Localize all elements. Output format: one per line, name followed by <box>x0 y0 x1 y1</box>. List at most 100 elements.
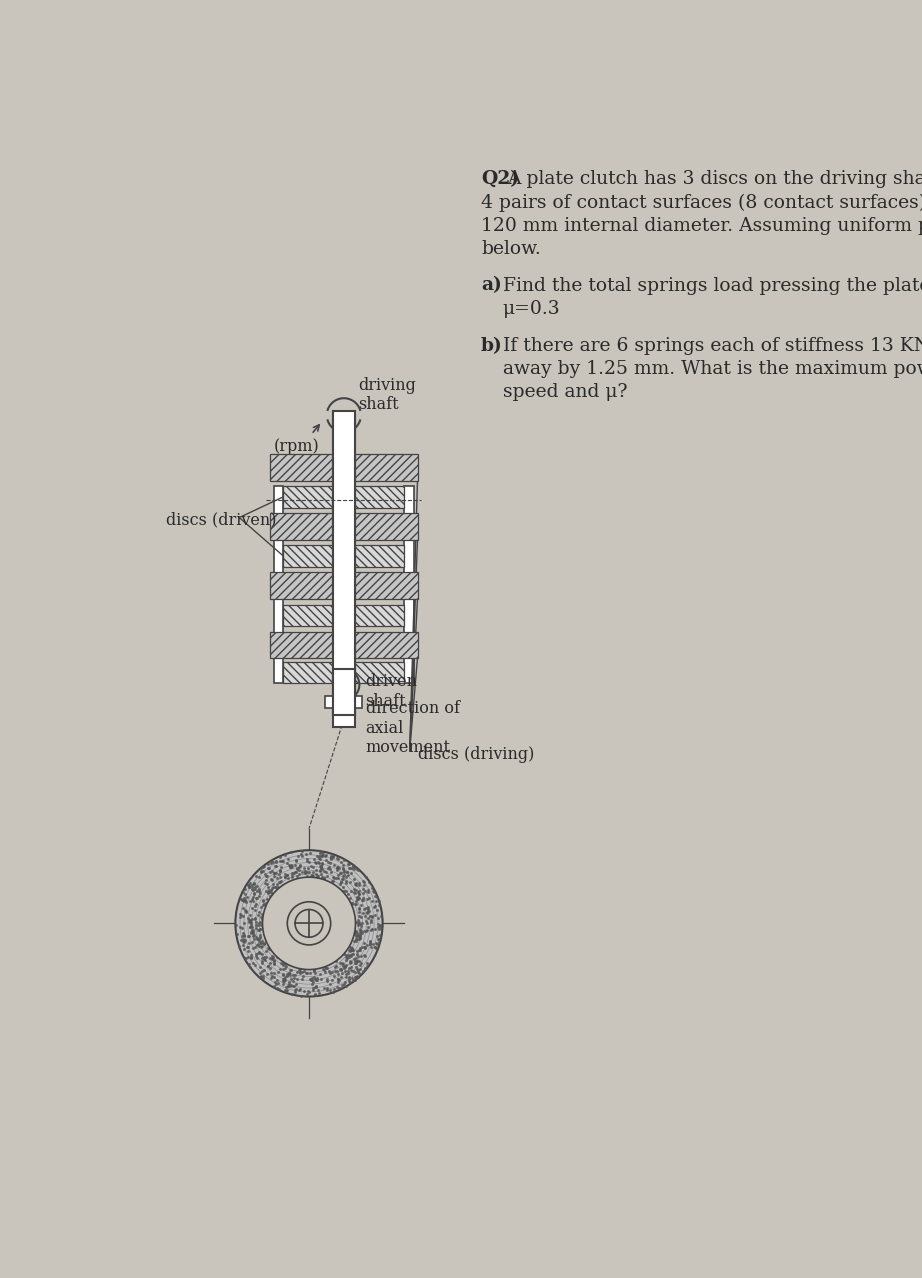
Point <box>266 947 280 967</box>
Point <box>352 875 367 896</box>
Point <box>306 856 321 877</box>
Point <box>255 858 270 878</box>
Point <box>236 891 251 911</box>
Point <box>314 859 329 879</box>
Point <box>290 961 304 982</box>
Point <box>349 957 363 978</box>
Point <box>315 866 330 887</box>
Point <box>338 946 353 966</box>
Point <box>290 865 304 886</box>
Point <box>333 874 348 895</box>
Point <box>304 967 319 988</box>
Point <box>245 923 260 943</box>
Point <box>346 859 361 879</box>
Point <box>244 947 259 967</box>
Point <box>252 919 266 939</box>
Text: direction of
axial
movement: direction of axial movement <box>366 700 459 757</box>
Point <box>342 888 357 909</box>
Point <box>228 915 242 935</box>
Text: discs (driving): discs (driving) <box>418 746 534 763</box>
Point <box>260 874 275 895</box>
Point <box>242 911 257 932</box>
Point <box>256 893 271 914</box>
Point <box>245 877 260 897</box>
Point <box>276 969 290 989</box>
Point <box>356 898 371 919</box>
Point <box>299 962 313 983</box>
Point <box>345 858 360 878</box>
Point <box>276 874 290 895</box>
Point <box>266 955 281 975</box>
Point <box>347 879 361 900</box>
Point <box>364 920 379 941</box>
Point <box>243 923 258 943</box>
Point <box>254 933 268 953</box>
Point <box>247 873 262 893</box>
Point <box>338 870 353 891</box>
Point <box>330 847 345 868</box>
Point <box>264 869 278 889</box>
Point <box>246 952 261 973</box>
Point <box>265 946 279 966</box>
Point <box>261 858 276 878</box>
Point <box>308 962 323 983</box>
Point <box>358 946 372 966</box>
Point <box>311 851 325 872</box>
Point <box>338 966 353 987</box>
Point <box>261 956 276 976</box>
Point <box>349 881 363 901</box>
Point <box>348 953 362 974</box>
Point <box>309 860 324 881</box>
Point <box>235 898 250 919</box>
Point <box>317 860 332 881</box>
Point <box>278 970 292 990</box>
Point <box>337 861 351 882</box>
Point <box>351 966 366 987</box>
Point <box>354 946 369 966</box>
Point <box>342 854 357 874</box>
Point <box>273 866 288 887</box>
Point <box>252 920 266 941</box>
Point <box>331 969 346 989</box>
Point <box>351 915 366 935</box>
Point <box>350 887 365 907</box>
Point <box>271 973 286 993</box>
Point <box>267 973 282 993</box>
Point <box>272 850 287 870</box>
Point <box>266 975 281 996</box>
Point <box>342 951 357 971</box>
Point <box>301 852 316 873</box>
Point <box>325 870 340 891</box>
Point <box>240 887 254 907</box>
Point <box>258 950 273 970</box>
Point <box>364 878 379 898</box>
Point <box>337 850 351 870</box>
Point <box>281 854 296 874</box>
Point <box>362 933 377 953</box>
Point <box>355 883 370 904</box>
Point <box>352 941 367 961</box>
Point <box>368 905 383 925</box>
Point <box>233 889 248 910</box>
Point <box>258 947 273 967</box>
Point <box>314 845 329 865</box>
Point <box>361 881 375 901</box>
Point <box>263 886 278 906</box>
Point <box>319 980 334 1001</box>
Point <box>254 930 269 951</box>
Point <box>352 928 367 948</box>
Point <box>241 874 255 895</box>
Point <box>256 856 271 877</box>
Point <box>307 969 322 989</box>
Point <box>244 932 259 952</box>
Point <box>345 944 360 965</box>
Point <box>325 870 340 891</box>
Point <box>313 842 327 863</box>
Point <box>344 881 359 901</box>
Point <box>251 882 266 902</box>
Point <box>360 912 374 933</box>
Point <box>254 961 269 982</box>
Point <box>290 858 305 878</box>
Point <box>351 906 366 927</box>
Point <box>348 967 362 988</box>
